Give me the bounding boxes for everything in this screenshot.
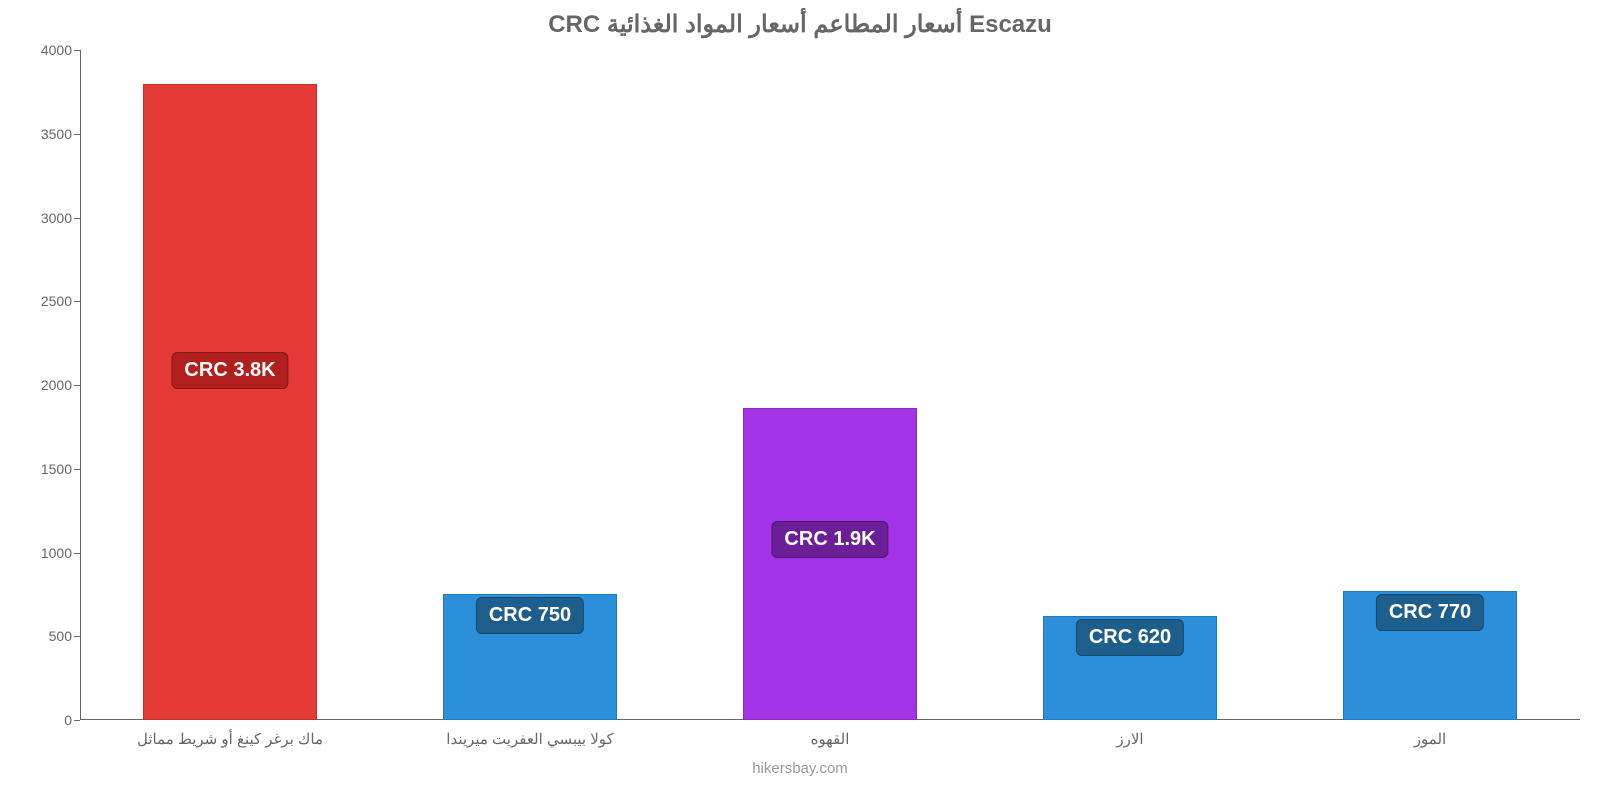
y-tick-mark — [74, 50, 80, 51]
y-tick-mark — [74, 636, 80, 637]
y-axis-line — [80, 50, 81, 720]
value-badge: CRC 3.8K — [171, 352, 288, 389]
plot-area: 05001000150020002500300035004000ماك برغر… — [80, 50, 1580, 720]
bar — [743, 408, 917, 720]
bar — [143, 84, 317, 721]
y-tick-mark — [74, 134, 80, 135]
y-tick-mark — [74, 469, 80, 470]
chart-footer: hikersbay.com — [0, 760, 1600, 777]
x-tick-label: كولا بيبسي العفريت ميريندا — [446, 720, 613, 748]
y-tick-mark — [74, 553, 80, 554]
y-tick-mark — [74, 301, 80, 302]
y-tick-mark — [74, 720, 80, 721]
value-badge: CRC 750 — [476, 597, 584, 634]
x-tick-label: الموز — [1414, 720, 1446, 748]
value-badge: CRC 620 — [1076, 619, 1184, 656]
value-badge: CRC 1.9K — [771, 521, 888, 558]
y-tick-mark — [74, 218, 80, 219]
value-badge: CRC 770 — [1376, 594, 1484, 631]
y-tick-mark — [74, 385, 80, 386]
chart-title: CRC أسعار المطاعم أسعار المواد الغذائية … — [0, 10, 1600, 39]
x-tick-label: القهوه — [811, 720, 850, 748]
x-tick-label: ماك برغر كينغ أو شريط مماثل — [137, 720, 323, 748]
x-tick-label: الارز — [1116, 720, 1143, 748]
chart-container: CRC أسعار المطاعم أسعار المواد الغذائية … — [0, 0, 1600, 800]
